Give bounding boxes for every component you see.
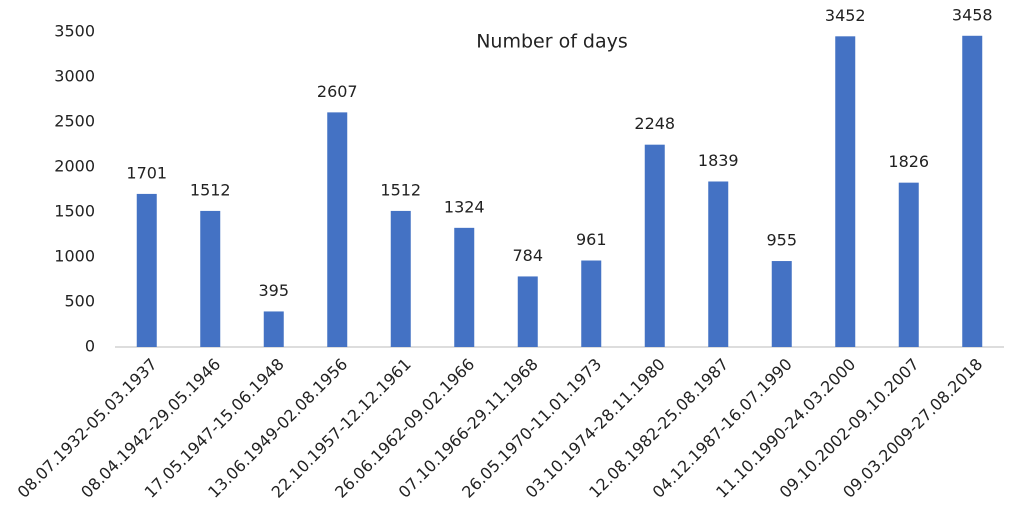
data-label: 2607 [317,82,358,101]
y-tick-label: 1000 [54,247,95,266]
data-label: 2248 [634,114,675,133]
data-label: 3452 [825,6,866,25]
data-label: 1839 [698,151,739,170]
y-tick-label: 500 [64,292,95,311]
y-tick-label: 3500 [54,22,95,41]
bar [644,144,665,347]
bar [263,311,284,347]
bar [136,193,157,347]
data-label: 3458 [952,5,993,24]
chart-title: Number of days [476,31,628,53]
y-tick-label: 2500 [54,112,95,131]
data-label: 1512 [380,180,421,199]
data-label: 1512 [190,180,231,199]
bar [454,227,475,347]
data-label: 961 [576,230,607,249]
bar [327,112,348,348]
data-label: 1826 [888,152,929,171]
y-tick-label: 3000 [54,67,95,86]
bar [581,260,602,347]
bar [835,36,856,347]
bar [517,276,538,347]
bar [898,182,919,347]
y-tick-label: 0 [85,337,95,356]
bar [390,210,411,347]
bar [708,181,729,347]
data-label: 1324 [444,197,485,216]
data-label: 1701 [126,163,167,182]
bar [200,210,221,347]
bar [962,35,983,347]
data-label: 395 [258,281,289,300]
data-label: 784 [512,246,543,265]
y-tick-label: 2000 [54,157,95,176]
bar [771,261,792,347]
y-tick-label: 1500 [54,202,95,221]
data-label: 955 [766,231,797,250]
